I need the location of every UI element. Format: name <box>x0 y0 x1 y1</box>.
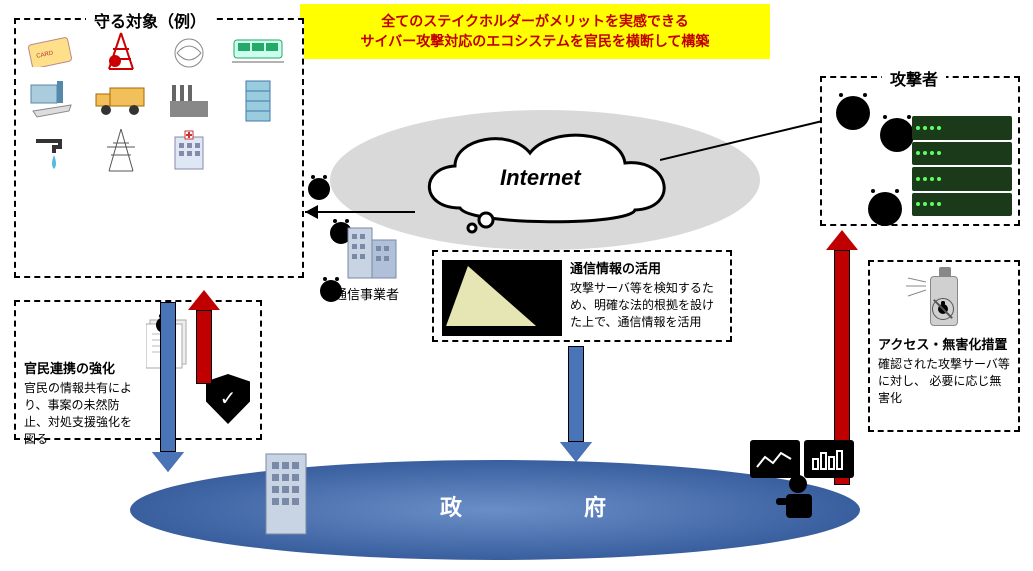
telecom-label: 通信事業者 <box>334 284 399 303</box>
infra-truck <box>93 78 149 124</box>
comm-title: 通信情報の活用 <box>570 260 722 278</box>
access-body: 確認された攻撃サーバ等に対し、 必要に応じ無害化 <box>878 356 1010 406</box>
targets-title: 守る対象（例） <box>86 8 214 32</box>
infra-card: CARD <box>24 28 80 74</box>
infra-building <box>230 78 286 124</box>
telecom-buildings <box>340 218 410 289</box>
arrow-blue-down-left <box>160 302 192 472</box>
infra-water <box>24 128 80 174</box>
banner-line1: 全てのステイクホルダーがメリットを実感できる <box>316 12 754 32</box>
malware-icon <box>308 178 330 200</box>
attacker-box: 攻撃者 <box>820 76 1020 226</box>
malware-icon <box>836 96 870 130</box>
attacker-servers <box>912 116 1012 216</box>
headline-banner: 全てのステイクホルダーがメリットを実感できる サイバー攻撃対応のエコシステムを官… <box>300 4 770 59</box>
coop-body: 官民の情報共有により、事案の未然防止、対処支援強化を図る <box>24 380 140 447</box>
info-box-comm: 通信情報の活用 攻撃サーバ等を検知するため、明確な法的根拠を設けた上で、通信情報… <box>432 250 732 342</box>
no-bug-icon <box>932 298 954 320</box>
banner-line2: サイバー攻撃対応のエコシステムを官民を横断して構築 <box>316 32 754 52</box>
arrow-blue-down-center <box>568 346 600 462</box>
internet-label: Internet <box>500 165 581 191</box>
comm-body: 攻撃サーバ等を検知するため、明確な法的根拠を設けた上で、通信情報を活用 <box>570 280 722 330</box>
infra-airport <box>24 78 80 124</box>
infrastructure-grid: CARD <box>16 20 302 182</box>
malware-icon <box>880 118 914 152</box>
infra-tower <box>93 28 149 74</box>
government-label: 政 府 <box>440 490 632 522</box>
infra-factory <box>161 78 217 124</box>
coop-title: 官民連携の強化 <box>24 360 140 378</box>
analyst-icon <box>750 440 854 533</box>
spotlight-image <box>442 260 562 336</box>
malware-icon <box>512 274 528 290</box>
info-box-access: アクセス・無害化措置 確認された攻撃サーバ等に対し、 必要に応じ無害化 <box>868 260 1020 432</box>
infra-pylon <box>93 128 149 174</box>
attacker-title: 攻撃者 <box>882 66 946 90</box>
arrow-red-up-left <box>196 290 228 384</box>
infra-train <box>230 28 286 74</box>
malware-icon <box>868 192 902 226</box>
infra-hospital <box>161 128 217 174</box>
gov-building-icon <box>256 446 316 547</box>
infra-gas <box>161 28 217 74</box>
targets-box: 守る対象（例） CARD <box>14 18 304 278</box>
access-title: アクセス・無害化措置 <box>878 336 1010 354</box>
